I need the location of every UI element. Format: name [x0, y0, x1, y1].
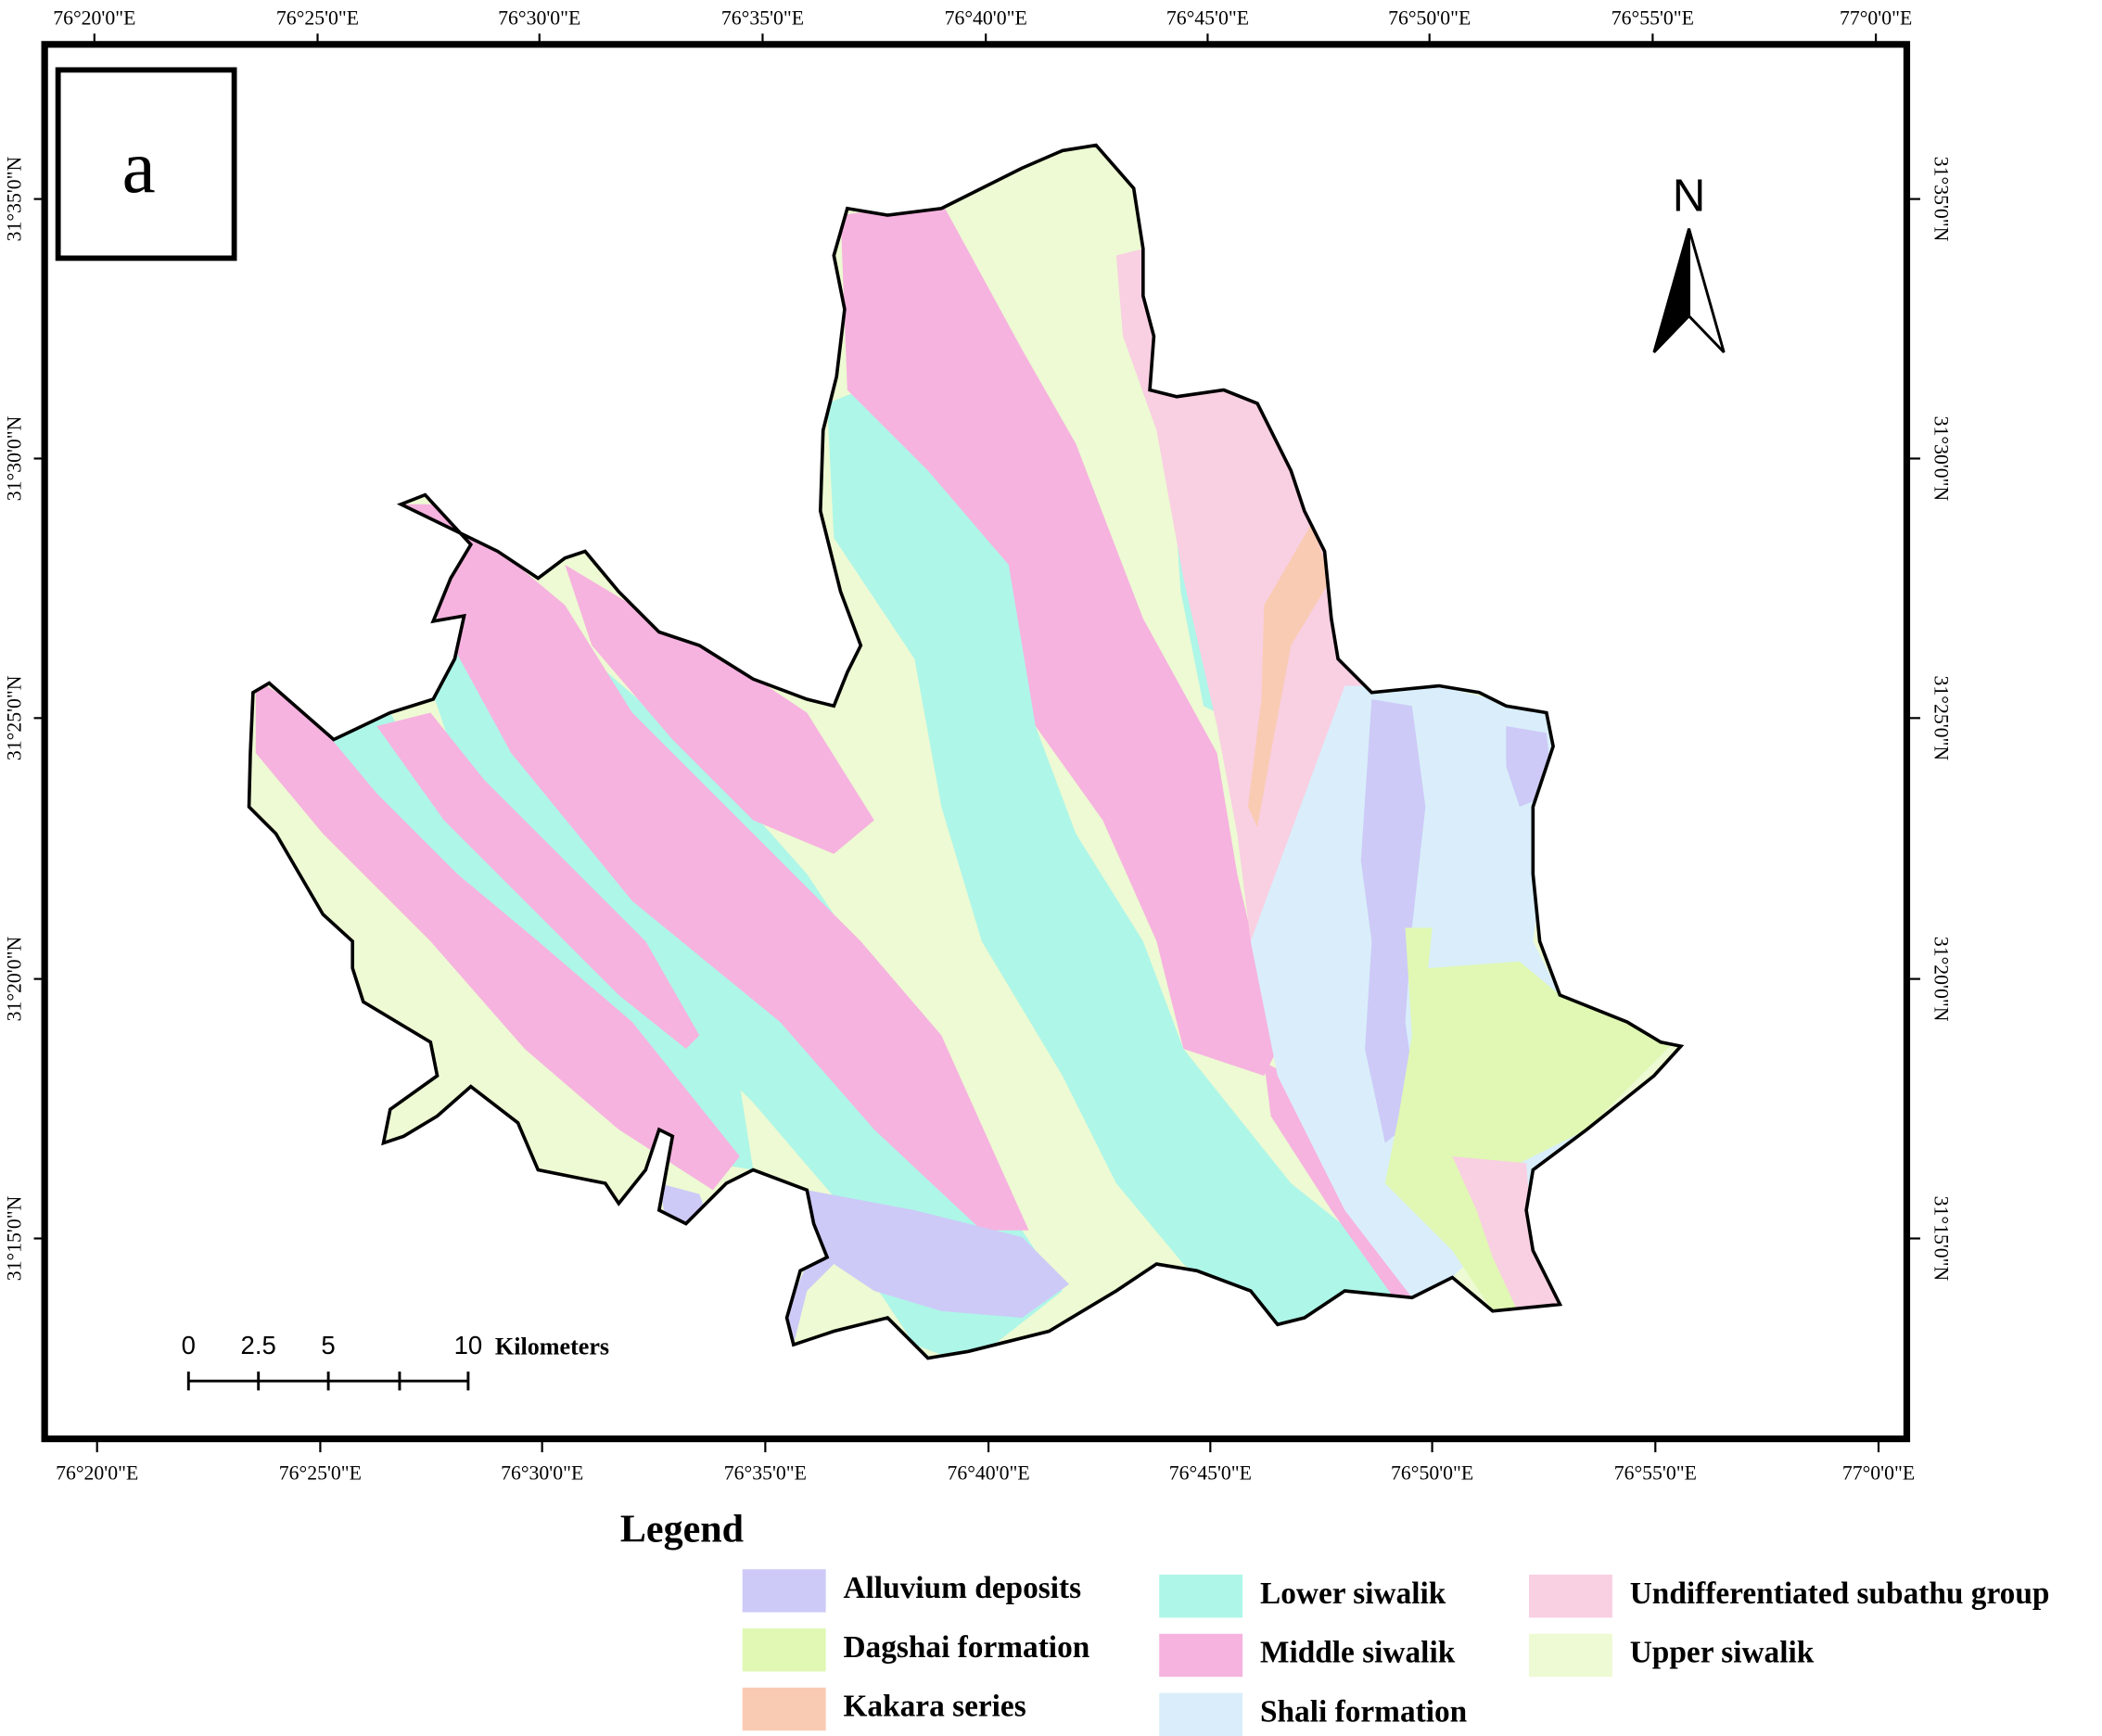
top-coordinate-label: 76°45'0"E — [1166, 7, 1249, 30]
kakara-area — [1247, 524, 1331, 827]
left-coordinate-label: 31°15'0"N — [4, 1195, 26, 1281]
legend-swatch — [1528, 1633, 1612, 1678]
alluvium-area — [786, 1190, 1070, 1346]
top-coordinate-label: 76°20'0"E — [53, 7, 135, 30]
legend-swatch — [742, 1569, 826, 1613]
left-coordinate-label: 31°20'0"N — [4, 937, 26, 1022]
top-coordinate-label: 76°50'0"E — [1388, 7, 1471, 30]
north-label: N — [1673, 171, 1706, 222]
right-coordinate-label: 31°20'0"N — [1930, 937, 1952, 1022]
middle-siwalik-area — [255, 679, 740, 1191]
legend-swatch — [1159, 1692, 1243, 1736]
scale-unit: Kilometers — [495, 1333, 609, 1359]
middle-siwalik-area — [376, 712, 700, 1050]
bottom-coordinate-label: 76°20'0"E — [56, 1462, 138, 1485]
lower-siwalik-area — [827, 389, 1426, 1346]
panel-label: a — [122, 125, 156, 209]
middle-siwalik-area — [840, 201, 1278, 1077]
top-coordinate-label: 76°25'0"E — [276, 7, 359, 30]
bottom-coordinate-label: 76°55'0"E — [1614, 1462, 1697, 1485]
top-coordinate-label: 77°0'0"E — [1840, 7, 1912, 30]
bottom-coordinate-label: 76°40'0"E — [947, 1462, 1029, 1485]
geology-layers — [248, 145, 1681, 1359]
legend-label: Undifferentiated subathu group — [1630, 1576, 2050, 1611]
legend-title: Legend — [620, 1509, 744, 1551]
left-coordinate-label: 31°30'0"N — [4, 415, 26, 501]
left-coordinate-label: 31°25'0"N — [4, 675, 26, 760]
bottom-coordinate-label: 76°50'0"E — [1391, 1462, 1473, 1485]
legend-label: Dagshai formation — [843, 1630, 1089, 1665]
legend-swatch — [1159, 1574, 1243, 1618]
scale-label: 0 — [182, 1331, 196, 1359]
subathu-area — [1115, 249, 1372, 942]
subathu-area — [1452, 1156, 1567, 1316]
alluvium-area — [1360, 699, 1426, 1143]
middle-siwalik-area — [401, 504, 1029, 1231]
bottom-coordinate-label: 77°0'0"E — [1842, 1462, 1915, 1485]
legend-label: Middle siwalik — [1260, 1636, 1456, 1670]
legend-label: Upper siwalik — [1630, 1636, 1815, 1670]
top-coordinate-label: 76°55'0"E — [1612, 7, 1694, 30]
map-frame — [41, 41, 1911, 1443]
bottom-coordinate-label: 76°35'0"E — [724, 1462, 807, 1485]
legend-label: Shali formation — [1260, 1694, 1468, 1729]
top-coordinate-label: 76°30'0"E — [498, 7, 580, 30]
north-arrow-right — [1688, 228, 1726, 353]
dagshai-area — [1384, 927, 1675, 1311]
scale-label: 10 — [454, 1331, 483, 1359]
legend-swatch — [1528, 1574, 1612, 1618]
top-coordinate-label: 76°35'0"E — [721, 7, 804, 30]
bottom-coordinate-label: 76°25'0"E — [279, 1462, 362, 1485]
right-coordinate-label: 31°15'0"N — [1930, 1196, 1952, 1282]
middle-siwalik-area — [565, 565, 874, 854]
legend-swatch — [742, 1628, 826, 1672]
north-arrow-left — [1652, 228, 1690, 353]
left-coordinate-label: 31°35'0"N — [4, 157, 26, 242]
right-coordinate-label: 31°35'0"N — [1930, 157, 1952, 242]
panel-box — [55, 67, 237, 262]
top-coordinate-label: 76°40'0"E — [945, 7, 1027, 30]
right-coordinate-label: 31°30'0"N — [1930, 416, 1952, 502]
bottom-coordinate-label: 76°45'0"E — [1169, 1462, 1252, 1485]
bottom-coordinate-label: 76°30'0"E — [501, 1462, 583, 1485]
legend-label: Kakara series — [843, 1690, 1026, 1724]
scale-label: 2.5 — [241, 1331, 276, 1359]
legend-label: Lower siwalik — [1260, 1576, 1446, 1611]
legend-swatch — [1159, 1633, 1243, 1678]
legend-swatch — [742, 1687, 826, 1731]
scale-label: 5 — [321, 1331, 335, 1359]
legend-label: Alluvium deposits — [843, 1571, 1081, 1605]
right-coordinate-label: 31°25'0"N — [1930, 676, 1952, 761]
